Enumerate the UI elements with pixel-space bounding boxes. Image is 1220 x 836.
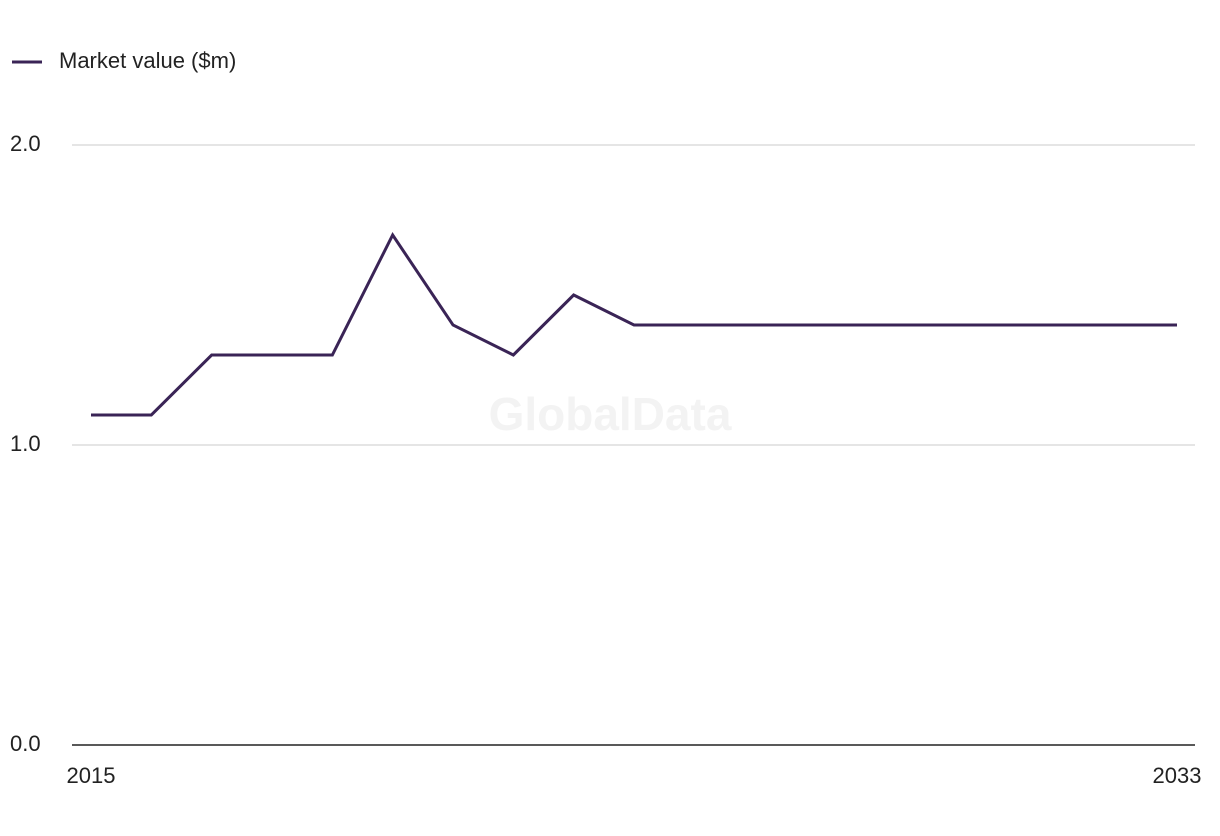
y-tick-label: 2.0 (10, 131, 41, 156)
data-line (91, 232, 1177, 417)
y-tick-label: 0.0 (10, 731, 41, 756)
watermark: GlobalData (489, 388, 732, 440)
legend-label: Market value ($m) (59, 48, 236, 73)
x-tick-label: 2033 (1153, 763, 1202, 788)
x-tick-label: 2015 (67, 763, 116, 788)
y-tick-label: 1.0 (10, 431, 41, 456)
